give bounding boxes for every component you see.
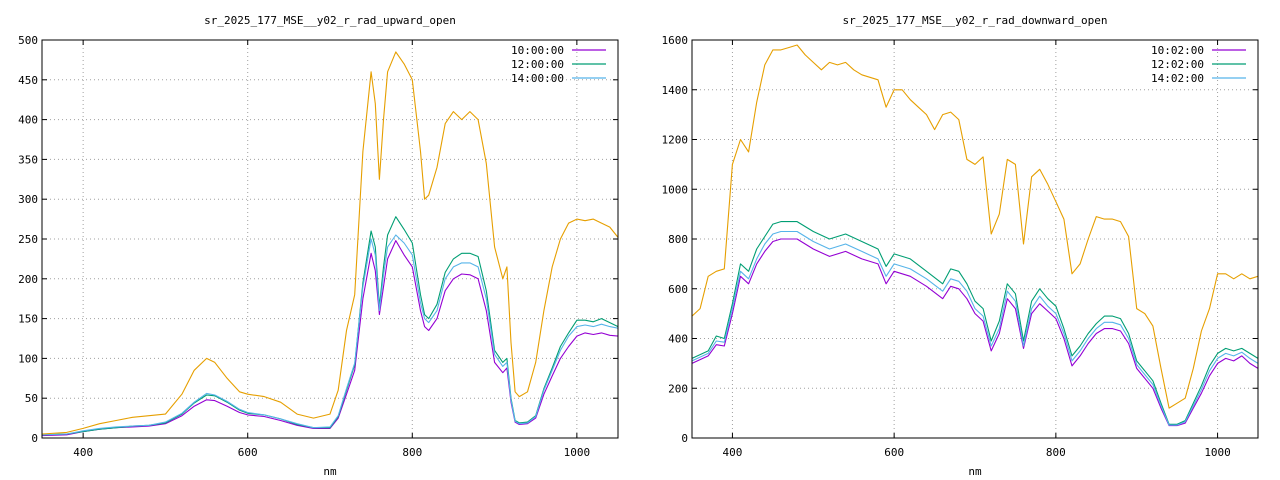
chart-title: sr_2025_177_MSE__y02_r_rad_upward_open <box>204 14 456 27</box>
y-tick-label: 100 <box>18 352 38 365</box>
y-tick-label: 1200 <box>662 134 689 147</box>
x-tick-label: 800 <box>402 446 422 459</box>
y-tick-label: 500 <box>18 34 38 47</box>
legend-label: 10:00:00 <box>511 44 564 57</box>
legend-label: 10:02:00 <box>1151 44 1204 57</box>
series-line <box>42 51 618 435</box>
y-tick-label: 250 <box>18 233 38 246</box>
x-axis-label: nm <box>323 465 337 478</box>
y-tick-label: 200 <box>18 273 38 286</box>
y-tick-label: 200 <box>668 382 688 395</box>
x-tick-label: 1000 <box>1204 446 1231 459</box>
series-line <box>42 216 618 436</box>
y-tick-label: 1000 <box>662 183 689 196</box>
y-tick-label: 1400 <box>662 84 689 97</box>
y-tick-label: 1600 <box>662 34 689 47</box>
y-tick-label: 0 <box>681 432 688 445</box>
series-group <box>42 51 618 437</box>
x-tick-label: 800 <box>1046 446 1066 459</box>
y-tick-label: 50 <box>25 392 38 405</box>
legend-label: 14:02:00 <box>1151 72 1204 85</box>
series-line <box>692 44 1258 409</box>
y-tick-label: 450 <box>18 74 38 87</box>
x-axis-label: nm <box>968 465 982 478</box>
y-tick-label: 400 <box>668 333 688 346</box>
legend-label: 12:00:00 <box>511 58 564 71</box>
series-line <box>42 234 618 436</box>
chart-title: sr_2025_177_MSE__y02_r_rad_downward_open <box>843 14 1108 27</box>
plot-frame <box>691 39 1259 439</box>
series-line <box>692 230 1258 426</box>
legend-label: 12:02:00 <box>1151 58 1204 71</box>
x-tick-label: 400 <box>73 446 93 459</box>
x-tick-label: 600 <box>238 446 258 459</box>
series-line <box>692 238 1258 427</box>
y-tick-label: 150 <box>18 313 38 326</box>
chart-panel: sr_2025_177_MSE__y02_r_rad_upward_open 40… <box>18 14 619 478</box>
y-tick-label: 600 <box>668 283 688 296</box>
y-tick-label: 0 <box>31 432 38 445</box>
series-group <box>692 44 1258 427</box>
y-tick-label: 400 <box>18 114 38 127</box>
series-line <box>42 240 618 437</box>
legend-label: 14:00:00 <box>511 72 564 85</box>
plot-frame <box>41 39 619 439</box>
x-tick-label: 1000 <box>564 446 591 459</box>
y-tick-label: 800 <box>668 233 688 246</box>
chart-panel: sr_2025_177_MSE__y02_r_rad_downward_open… <box>662 14 1259 478</box>
x-tick-label: 400 <box>722 446 742 459</box>
series-line <box>692 221 1258 425</box>
x-tick-label: 600 <box>884 446 904 459</box>
y-tick-label: 300 <box>18 193 38 206</box>
y-tick-label: 350 <box>18 153 38 166</box>
